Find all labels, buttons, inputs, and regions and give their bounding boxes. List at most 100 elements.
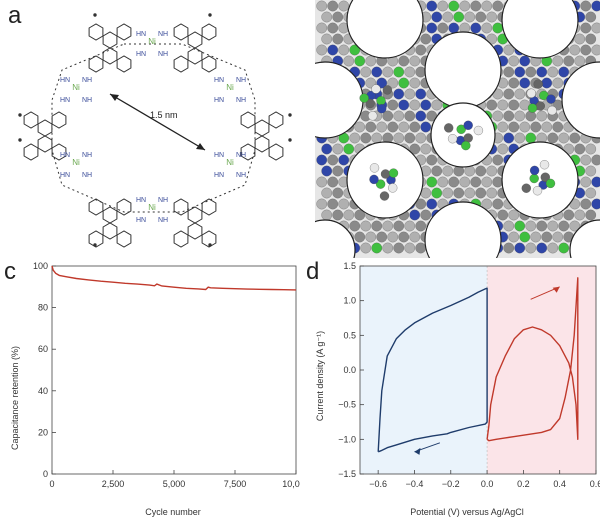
benzene-ring [88, 230, 104, 248]
framework-atom [514, 220, 526, 232]
nh-label: HN [60, 172, 70, 179]
framework-atom [393, 132, 405, 144]
pore-channel [561, 61, 600, 139]
pore-channel [501, 0, 579, 59]
framework-atom [470, 176, 482, 188]
extension-dot [93, 13, 97, 17]
framework-atom [387, 77, 399, 89]
framework-atom [508, 55, 520, 67]
framework-atom [481, 176, 493, 188]
y-tick-label: 80 [38, 303, 48, 313]
guest-ion-atom [377, 104, 387, 114]
framework-atom [426, 0, 438, 12]
framework-atom [415, 132, 427, 144]
framework-atom [365, 231, 377, 243]
framework-atom [541, 231, 553, 243]
framework-atom [536, 110, 548, 122]
guest-ion-atom [388, 168, 399, 178]
guest-ion-atom [444, 123, 454, 133]
framework-atom [338, 44, 350, 56]
framework-atom [552, 77, 564, 89]
framework-atom [404, 88, 416, 100]
x-tick-label: 0.0 [481, 479, 494, 489]
benzene-ring [102, 47, 118, 65]
framework-atom [585, 209, 597, 221]
framework-atom [508, 99, 520, 111]
framework-atom [519, 231, 531, 243]
framework-atom [354, 209, 366, 221]
y-tick-label: −0.5 [338, 400, 356, 410]
framework-atom [475, 11, 487, 23]
framework-atom [327, 0, 339, 12]
framework-atom [486, 11, 498, 23]
framework-atom [327, 198, 339, 210]
benzene-ring [23, 143, 39, 161]
pore-channel [501, 141, 579, 219]
benzene-ring [240, 111, 256, 129]
framework-atom [409, 231, 421, 243]
cyclic-voltammetry-chart: −1.5 −1.0 −0.5 0.0 0.5 1.0 1.5 −0.6 −0.4 −0.2 0.0 0… [315, 261, 600, 517]
pore-channel [346, 0, 424, 59]
guest-ion-atom [382, 85, 393, 95]
framework-atom [426, 198, 438, 210]
framework-atom [332, 187, 344, 199]
framework-atom [398, 99, 410, 111]
framework-atom [338, 198, 350, 210]
nh-label: NH [236, 77, 246, 84]
extension-dot [208, 243, 212, 247]
framework-atom [382, 242, 394, 254]
panel-d: d −1.5 −1.0 −0.5 0.0 0.5 1.0 1.5 −0.6 −0.4 −0.2 0.… [300, 258, 600, 518]
ni-label: Ni [148, 37, 156, 46]
framework-atom [486, 187, 498, 199]
framework-atom [426, 22, 438, 34]
framework-atom [503, 110, 515, 122]
framework-atom [459, 0, 471, 12]
x-axis-label: Cycle number [145, 507, 201, 517]
framework-atom [519, 121, 531, 133]
framework-atom [492, 198, 504, 210]
framework-atom [508, 121, 520, 133]
ni-label: Ni [226, 158, 234, 167]
benzene-ring [187, 206, 203, 224]
benzene-ring [88, 23, 104, 41]
framework-atom [409, 55, 421, 67]
guest-ion-atom [369, 163, 380, 173]
framework-atom [343, 209, 355, 221]
framework-atom [563, 55, 575, 67]
guest-ion-atom [388, 183, 398, 193]
framework-atom [431, 99, 443, 111]
framework-atom [530, 121, 542, 133]
framework-atom [497, 99, 509, 111]
framework-atom [492, 0, 504, 12]
x-tick-label: 0.6 [590, 479, 600, 489]
framework-atom [475, 187, 487, 199]
framework-atom [387, 99, 399, 111]
framework-atom [415, 110, 427, 122]
framework-atom [343, 55, 355, 67]
scan-direction-arrowhead-positive [552, 286, 560, 293]
benzene-ring [254, 135, 270, 153]
framework-atom [354, 121, 366, 133]
framework-atom [481, 0, 493, 12]
framework-atom [442, 187, 454, 199]
framework-atom [591, 0, 600, 12]
framework-atom [580, 22, 592, 34]
framework-atom [541, 77, 553, 89]
plot-frame [51, 265, 297, 475]
framework-atom [530, 231, 542, 243]
x-tick-label: 10,000 [282, 479, 300, 489]
y-tick-label: 60 [38, 344, 48, 354]
benzene-ring [116, 198, 132, 216]
framework-atom [514, 66, 526, 78]
benzene-ring [51, 111, 67, 129]
nh-label: HN [60, 152, 70, 159]
x-tick-label: −0.4 [406, 479, 424, 489]
framework-atom [415, 88, 427, 100]
framework-atom [552, 55, 564, 67]
benzene-ring [173, 198, 189, 216]
framework-atom [552, 121, 564, 133]
arrow-head-start [110, 94, 119, 101]
pore-channel [346, 141, 424, 219]
nh-label: NH [158, 31, 168, 38]
x-tick-label: 0.4 [553, 479, 566, 489]
